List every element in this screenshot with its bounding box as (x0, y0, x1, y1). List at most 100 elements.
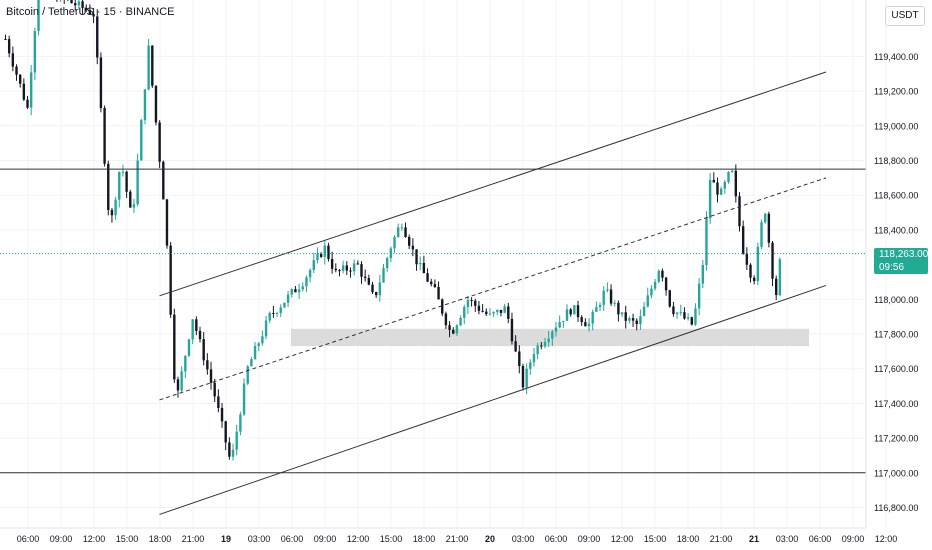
candle-body (286, 294, 290, 303)
candle-body (305, 277, 308, 287)
candle-body (485, 311, 488, 315)
candle-body (635, 320, 638, 325)
candle-body (187, 339, 191, 356)
time-tick-label: 15:00 (644, 534, 667, 544)
price-tick-label: 117,200.00 (874, 434, 918, 444)
price-scale[interactable]: 119,400.00 119,200.00 119,000.00 118,800.00… (874, 52, 918, 513)
candle-body (679, 312, 682, 314)
candle-body (341, 265, 345, 271)
candle-body (683, 312, 686, 319)
candle-body (294, 289, 297, 293)
candle-body (404, 227, 407, 237)
candle-body (169, 245, 172, 315)
candle-body (760, 222, 763, 247)
candle-body (257, 343, 260, 347)
candle-body (154, 85, 158, 123)
candle-body (338, 270, 341, 272)
candle-body (268, 312, 271, 321)
candle-body (639, 316, 642, 325)
candle-body (602, 290, 605, 305)
candle-body (96, 16, 99, 58)
price-tick-label: 119,200.00 (874, 87, 918, 97)
candle-body (4, 39, 7, 41)
time-tick-label: 20 (485, 534, 495, 544)
candle-body (301, 286, 304, 290)
time-axis[interactable]: 06:00 09:00 12:00 15:00 18:00 21:00 19 03:00 06:… (17, 534, 898, 544)
candle-body (734, 170, 738, 197)
candle-body (543, 342, 547, 347)
chart-grid (0, 0, 887, 528)
time-tick-label: 21:00 (710, 534, 733, 544)
candle-body (738, 196, 741, 227)
candle-body (481, 310, 484, 312)
candle-body (327, 245, 330, 259)
candle-body (33, 31, 37, 73)
candle-body (598, 304, 602, 308)
candle-body (121, 171, 125, 173)
candle-body (459, 317, 462, 326)
candle-body (551, 331, 554, 339)
candle-body (573, 305, 576, 315)
candle-body (778, 259, 782, 295)
candle-body (308, 270, 312, 278)
candle-body (631, 318, 635, 321)
price-tick-label: 118,400.00 (874, 225, 918, 235)
candle-body (719, 188, 723, 195)
time-tick-label: 09:00 (842, 534, 865, 544)
trend-lines (0, 71, 866, 515)
candle-body (775, 278, 778, 295)
candle-body (283, 302, 286, 308)
time-tick-label: 06:00 (809, 534, 832, 544)
candle-body (642, 306, 646, 317)
time-tick-label: 12:00 (83, 534, 106, 544)
candle-body (477, 305, 481, 311)
candle-body (250, 359, 253, 367)
candle-body (452, 329, 455, 334)
candle-body (756, 246, 760, 282)
candle-body (430, 281, 433, 285)
candle-body (562, 320, 565, 323)
candle-body (521, 366, 525, 388)
candle-body (499, 309, 503, 313)
candle-body (70, 0, 73, 4)
candle-body (151, 45, 154, 86)
candle-body (393, 237, 396, 249)
candle-body (675, 312, 679, 315)
candle-body (448, 325, 451, 330)
candle-body (697, 283, 701, 309)
time-tick-label: 03:00 (512, 534, 535, 544)
candle-body (239, 414, 242, 432)
time-tick-label: 12:00 (611, 534, 634, 544)
candle-body (716, 182, 719, 195)
candle-body (628, 318, 631, 321)
time-tick-label: 12:00 (347, 534, 370, 544)
price-tick-label: 118,600.00 (874, 191, 918, 201)
time-tick-label: 18:00 (677, 534, 700, 544)
candle-body (576, 305, 580, 318)
candle-body (569, 309, 572, 315)
candle-body (173, 314, 176, 380)
candle-body (209, 369, 213, 383)
candle-body (242, 383, 246, 415)
candle-body (510, 318, 514, 342)
candle-body (176, 379, 180, 391)
candle-body (730, 170, 734, 172)
candle-body (763, 213, 767, 223)
candle-body (29, 72, 33, 108)
candle-body (103, 107, 106, 164)
candle-body (110, 209, 114, 216)
support-zone (291, 328, 809, 347)
candle-body (650, 288, 653, 296)
candle-body (279, 307, 282, 313)
currency-button[interactable]: USDT (885, 6, 925, 26)
candle-body (749, 264, 752, 278)
candle-body (198, 330, 202, 340)
candle-body (374, 292, 378, 296)
candle-body (352, 263, 356, 272)
current-price-value: 118,263.00 (879, 249, 929, 260)
price-tick-label: 116,800.00 (874, 503, 918, 513)
candle-body (367, 278, 371, 285)
candle-body (147, 45, 150, 90)
candle-body (74, 3, 77, 6)
